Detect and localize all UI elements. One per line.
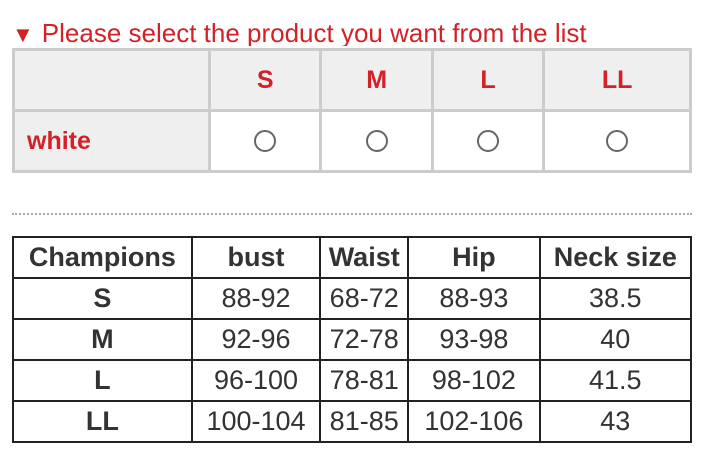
column-header: bust <box>190 236 322 279</box>
table-cell: 102-106 <box>407 400 541 443</box>
table-cell: 41.5 <box>538 359 693 402</box>
column-header: Champions <box>12 236 193 279</box>
table-cell: 92-96 <box>190 318 322 361</box>
radio-white-l[interactable] <box>477 130 500 152</box>
cell <box>542 109 692 173</box>
table-cell: 72-78 <box>319 318 410 361</box>
table-cell: 81-85 <box>319 400 410 443</box>
column-header: Neck size <box>538 236 693 279</box>
size-chart-table: Champions bust Waist Hip Neck size S 88-9… <box>12 236 693 443</box>
size-label: S <box>12 277 193 320</box>
size-label: LL <box>12 400 193 443</box>
column-header: Hip <box>407 236 541 279</box>
table-cell: 96-100 <box>190 359 322 402</box>
table-cell: 40 <box>538 318 693 361</box>
size-header: L <box>430 48 546 112</box>
size-header: M <box>319 48 434 112</box>
radio-white-s[interactable] <box>254 130 277 152</box>
table-row: L 96-100 78-81 98-102 41.5 <box>12 359 693 402</box>
table-cell: 93-98 <box>407 318 541 361</box>
table-row: M 92-96 72-78 93-98 40 <box>12 318 693 361</box>
table-cell: 100-104 <box>190 400 322 443</box>
table-cell: 88-93 <box>407 277 541 320</box>
dotted-divider <box>12 213 692 215</box>
column-header: Waist <box>319 236 410 279</box>
cell <box>430 109 546 173</box>
size-label: L <box>12 359 193 402</box>
table-row: S 88-92 68-72 88-93 38.5 <box>12 277 693 320</box>
size-label: M <box>12 318 193 361</box>
table-cell: 68-72 <box>319 277 410 320</box>
size-header: S <box>207 48 323 112</box>
size-header: LL <box>542 48 692 112</box>
table-row: LL 100-104 81-85 102-106 43 <box>12 400 693 443</box>
color-label: white <box>12 109 211 173</box>
table-cell: 38.5 <box>538 277 693 320</box>
cell <box>207 109 323 173</box>
table-cell: 78-81 <box>319 359 410 402</box>
triangle-down-icon: ▼ <box>12 22 34 46</box>
instruction-heading: ▼ Please select the product you want from… <box>12 14 587 46</box>
radio-white-m[interactable] <box>365 130 388 152</box>
table-cell: 88-92 <box>190 277 322 320</box>
cell <box>319 109 434 173</box>
corner-cell <box>12 48 211 112</box>
table-cell: 98-102 <box>407 359 541 402</box>
product-selector-table: S M L LL white <box>12 48 692 173</box>
instruction-text: Please select the product you want from … <box>41 18 587 46</box>
radio-white-ll[interactable] <box>606 130 629 152</box>
header-row: Champions bust Waist Hip Neck size <box>12 236 693 279</box>
table-cell: 43 <box>538 400 693 443</box>
